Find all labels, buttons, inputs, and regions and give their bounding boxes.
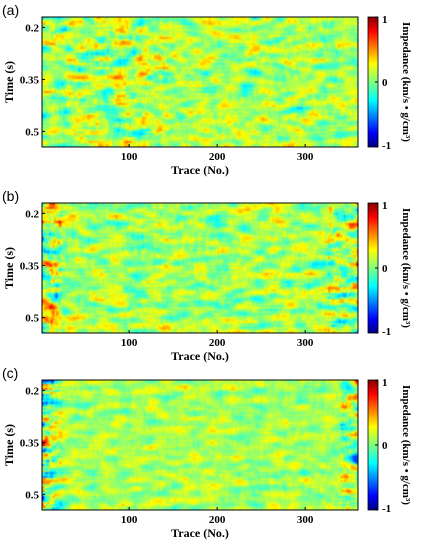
x-axis-title: Trace (No.) — [171, 349, 229, 363]
y-tick-label: 0.5 — [25, 312, 39, 324]
x-tick-label: 100 — [121, 151, 138, 163]
panel-1: (a) 100 200 300 0.2 0.35 0.5 Trace (No.) Time (s… — [2, 2, 412, 177]
panel-label: (b) — [2, 188, 19, 204]
colorbar-tick-label: 0 — [382, 440, 388, 452]
plot-frame — [41, 16, 359, 148]
x-tick-label: 300 — [297, 151, 314, 163]
panel-2: (b) 100 200 300 0.2 0.35 0.5 Trace (No.) Time (s… — [2, 188, 412, 363]
x-tick-label: 200 — [209, 337, 226, 349]
y-tick-label: 0.35 — [20, 74, 40, 86]
panel-label: (c) — [2, 365, 18, 381]
y-axis-title: Time (s) — [2, 61, 16, 103]
x-tick-label: 300 — [297, 514, 314, 526]
plot-frame — [41, 379, 359, 511]
colorbar-tick-label: 0 — [382, 263, 388, 275]
heatmap-image — [42, 380, 358, 510]
colorbar-tick-label: -1 — [382, 503, 391, 515]
colorbar-title: Impedance (km/s • g/cm³) — [400, 208, 412, 328]
x-tick-label: 300 — [297, 337, 314, 349]
plot-frame — [41, 202, 359, 334]
y-tick-label: 0.2 — [25, 22, 39, 34]
x-tick-label: 200 — [209, 514, 226, 526]
colorbar-tick-label: 0 — [382, 77, 388, 89]
colorbar-title: Impedance (km/s • g/cm³) — [400, 22, 412, 142]
x-tick-label: 100 — [121, 514, 138, 526]
y-axis-title: Time (s) — [2, 424, 16, 466]
colorbar-tick-label: 1 — [382, 14, 388, 26]
heatmap-image — [42, 203, 358, 333]
y-tick-label: 0.35 — [20, 260, 40, 272]
y-axis-title: Time (s) — [2, 247, 16, 289]
colorbar-tick-label: 1 — [382, 200, 388, 212]
y-tick-label: 0.2 — [25, 208, 39, 220]
heatmap-image — [42, 17, 358, 147]
x-tick-label: 200 — [209, 151, 226, 163]
x-axis-title: Trace (No.) — [171, 163, 229, 177]
colorbar-title: Impedance (km/s • g/cm³) — [400, 385, 412, 505]
y-tick-label: 0.5 — [25, 126, 39, 138]
panel-label: (a) — [2, 2, 19, 18]
colorbar-tick-label: -1 — [382, 326, 391, 338]
y-tick-label: 0.5 — [25, 489, 39, 501]
panel-3: (c) 100 200 300 0.2 0.35 0.5 Trace (No.) Time (s… — [2, 365, 412, 540]
colorbar-tick-label: -1 — [382, 140, 391, 152]
colorbar-tick-label: 1 — [382, 377, 388, 389]
x-tick-label: 100 — [121, 337, 138, 349]
y-tick-label: 0.2 — [25, 385, 39, 397]
x-axis-title: Trace (No.) — [171, 526, 229, 540]
y-tick-label: 0.35 — [20, 437, 40, 449]
